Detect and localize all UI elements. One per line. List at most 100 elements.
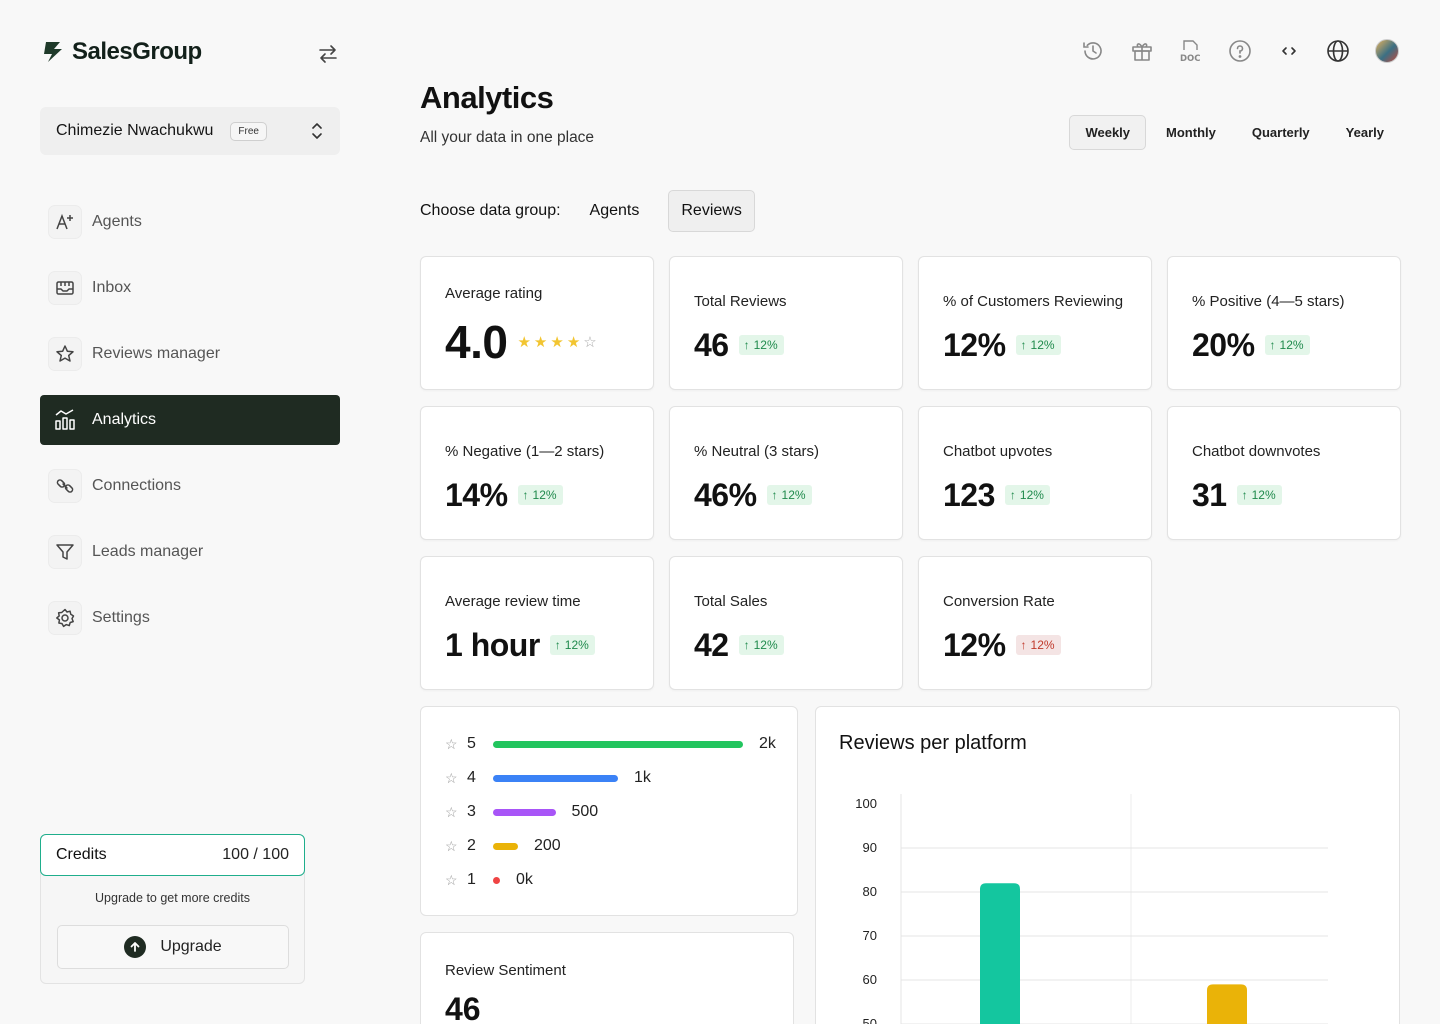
stat-title: Average review time bbox=[445, 593, 581, 610]
doc-icon[interactable]: DOC bbox=[1178, 38, 1204, 64]
sentiment-title: Review Sentiment bbox=[445, 962, 566, 979]
sidebar-item-connections[interactable]: Connections bbox=[40, 461, 340, 511]
arrow-up-icon: ↑ bbox=[522, 488, 529, 502]
stat-card-total-reviews: Total Reviews 46 ↑ 12% bbox=[669, 256, 903, 390]
star-filled-icon: ★ bbox=[517, 334, 531, 351]
stat-value: 14% bbox=[445, 477, 508, 513]
code-icon[interactable] bbox=[1276, 38, 1302, 64]
sidebar-item-reviews-manager[interactable]: Reviews manager bbox=[40, 329, 340, 379]
avatar[interactable] bbox=[1374, 38, 1400, 64]
change-badge: ↑ 12% bbox=[738, 635, 784, 655]
stat-card-pct-negative: % Negative (1—2 stars) 14% ↑ 12% bbox=[420, 406, 654, 540]
y-tick-label: 80 bbox=[863, 884, 877, 899]
star-outline-icon: ☆ bbox=[445, 769, 458, 786]
sidebar-item-label: Leads manager bbox=[92, 543, 204, 560]
page-title: Analytics bbox=[420, 80, 554, 115]
stat-value: 20% bbox=[1192, 327, 1255, 363]
account-switcher[interactable]: Chimezie Nwachukwu Free bbox=[40, 107, 340, 155]
arrow-up-icon: ↑ bbox=[1020, 338, 1027, 352]
change-value: 12% bbox=[1019, 488, 1044, 502]
ai-sparkle-icon bbox=[48, 205, 82, 239]
distribution-row: ☆ 4 1k bbox=[445, 768, 651, 788]
stat-row: 46% ↑ 12% bbox=[694, 479, 812, 511]
distribution-row: ☆ 5 2k bbox=[445, 734, 776, 754]
analytics-icon bbox=[48, 403, 82, 437]
stat-row: 1 hour ↑ 12% bbox=[445, 629, 595, 661]
history-icon[interactable] bbox=[1080, 38, 1106, 64]
upgrade-label: Upgrade bbox=[160, 938, 222, 955]
star-rating: ★ ★ ★ ★ ☆ bbox=[517, 333, 596, 351]
collapse-sidebar-button[interactable] bbox=[314, 40, 342, 68]
distribution-stars: 1 bbox=[467, 871, 476, 888]
stat-title: % Neutral (3 stars) bbox=[694, 443, 820, 460]
globe-icon[interactable] bbox=[1325, 38, 1351, 64]
period-monthly[interactable]: Monthly bbox=[1166, 125, 1216, 140]
distribution-bar bbox=[493, 842, 518, 850]
stat-row: 123 ↑ 12% bbox=[943, 479, 1050, 511]
platform-bar bbox=[1207, 984, 1247, 1024]
stat-value: 4.0 bbox=[445, 316, 508, 368]
data-group-label: Choose data group: bbox=[420, 202, 561, 219]
distribution-stars: 5 bbox=[467, 735, 476, 752]
stat-row: 4.0 ★ ★ ★ ★ ☆ bbox=[445, 319, 597, 365]
platform-bar bbox=[980, 883, 1020, 1024]
account-name: Chimezie Nwachukwu bbox=[56, 122, 214, 139]
stat-title: Chatbot downvotes bbox=[1192, 443, 1321, 460]
sidebar-item-leads-manager[interactable]: Leads manager bbox=[40, 527, 340, 577]
stat-value: 31 bbox=[1192, 477, 1227, 513]
help-icon[interactable] bbox=[1227, 38, 1253, 64]
arrow-up-icon: ↑ bbox=[1009, 488, 1016, 502]
sidebar-item-settings[interactable]: Settings bbox=[40, 593, 340, 643]
brand-logo[interactable]: SalesGroup bbox=[40, 38, 202, 66]
y-tick-label: 50 bbox=[863, 1016, 877, 1024]
stat-card-pct-customers-reviewing: % of Customers Reviewing 12% ↑ 12% bbox=[918, 256, 1152, 390]
stat-card-chatbot-upvotes: Chatbot upvotes 123 ↑ 12% bbox=[918, 406, 1152, 540]
change-badge: ↑ 12% bbox=[738, 335, 784, 355]
stat-card-pct-positive: % Positive (4—5 stars) 20% ↑ 12% bbox=[1167, 256, 1401, 390]
period-weekly[interactable]: Weekly bbox=[1069, 115, 1147, 150]
credits-label: Credits bbox=[56, 846, 107, 863]
distribution-bar bbox=[493, 876, 500, 884]
period-yearly[interactable]: Yearly bbox=[1345, 125, 1384, 140]
change-value: 12% bbox=[781, 488, 806, 502]
data-group-agents[interactable]: Agents bbox=[589, 202, 640, 219]
arrow-up-icon: ↑ bbox=[743, 338, 750, 352]
change-badge: ↑ 12% bbox=[1015, 335, 1061, 355]
distribution-row: ☆ 1 0k bbox=[445, 870, 533, 890]
stat-card-average-rating: Average rating 4.0 ★ ★ ★ ★ ☆ bbox=[420, 256, 654, 390]
sidebar-item-inbox[interactable]: Inbox bbox=[40, 263, 340, 313]
star-outline-icon: ☆ bbox=[445, 803, 458, 820]
stat-title: Chatbot upvotes bbox=[943, 443, 1053, 460]
arrow-up-icon: ↑ bbox=[1241, 488, 1248, 502]
stat-value: 46% bbox=[694, 477, 757, 513]
platform-bar-chart: 50 60 70 80 90 100 bbox=[855, 794, 1328, 1024]
sidebar-item-agents[interactable]: Agents bbox=[40, 197, 340, 247]
distribution-row: ☆ 3 500 bbox=[445, 802, 598, 822]
distribution-bar bbox=[493, 740, 743, 748]
chart-title: Reviews per platform bbox=[839, 732, 1027, 754]
distribution-stars: 3 bbox=[467, 803, 476, 820]
gift-icon[interactable] bbox=[1129, 38, 1155, 64]
stat-title: Total Reviews bbox=[694, 293, 787, 310]
upgrade-button[interactable]: Upgrade bbox=[57, 925, 289, 969]
stat-row: 14% ↑ 12% bbox=[445, 479, 563, 511]
stat-value: 46 bbox=[694, 327, 729, 363]
distribution-stars: 2 bbox=[467, 837, 476, 854]
change-value: 12% bbox=[1030, 638, 1055, 652]
distribution-row: ☆ 2 200 bbox=[445, 836, 561, 856]
plan-badge: Free bbox=[230, 121, 267, 141]
arrow-up-icon: ↑ bbox=[771, 488, 778, 502]
change-badge: ↑ 12% bbox=[1236, 485, 1282, 505]
period-quarterly[interactable]: Quarterly bbox=[1251, 125, 1310, 140]
sidebar-item-analytics[interactable]: Analytics bbox=[40, 395, 340, 445]
page-subtitle: All your data in one place bbox=[420, 129, 595, 146]
user-avatar-image bbox=[1375, 39, 1399, 63]
sidebar-item-label: Settings bbox=[92, 609, 150, 626]
data-group-reviews[interactable]: Reviews bbox=[668, 190, 755, 232]
arrow-up-icon: ↑ bbox=[1020, 638, 1027, 652]
brand-name: SalesGroup bbox=[72, 38, 202, 65]
change-badge: ↑ 12% bbox=[766, 485, 812, 505]
star-filled-icon: ★ bbox=[550, 334, 564, 351]
distribution-value: 1k bbox=[634, 769, 651, 786]
arrow-up-icon: ↑ bbox=[554, 638, 561, 652]
